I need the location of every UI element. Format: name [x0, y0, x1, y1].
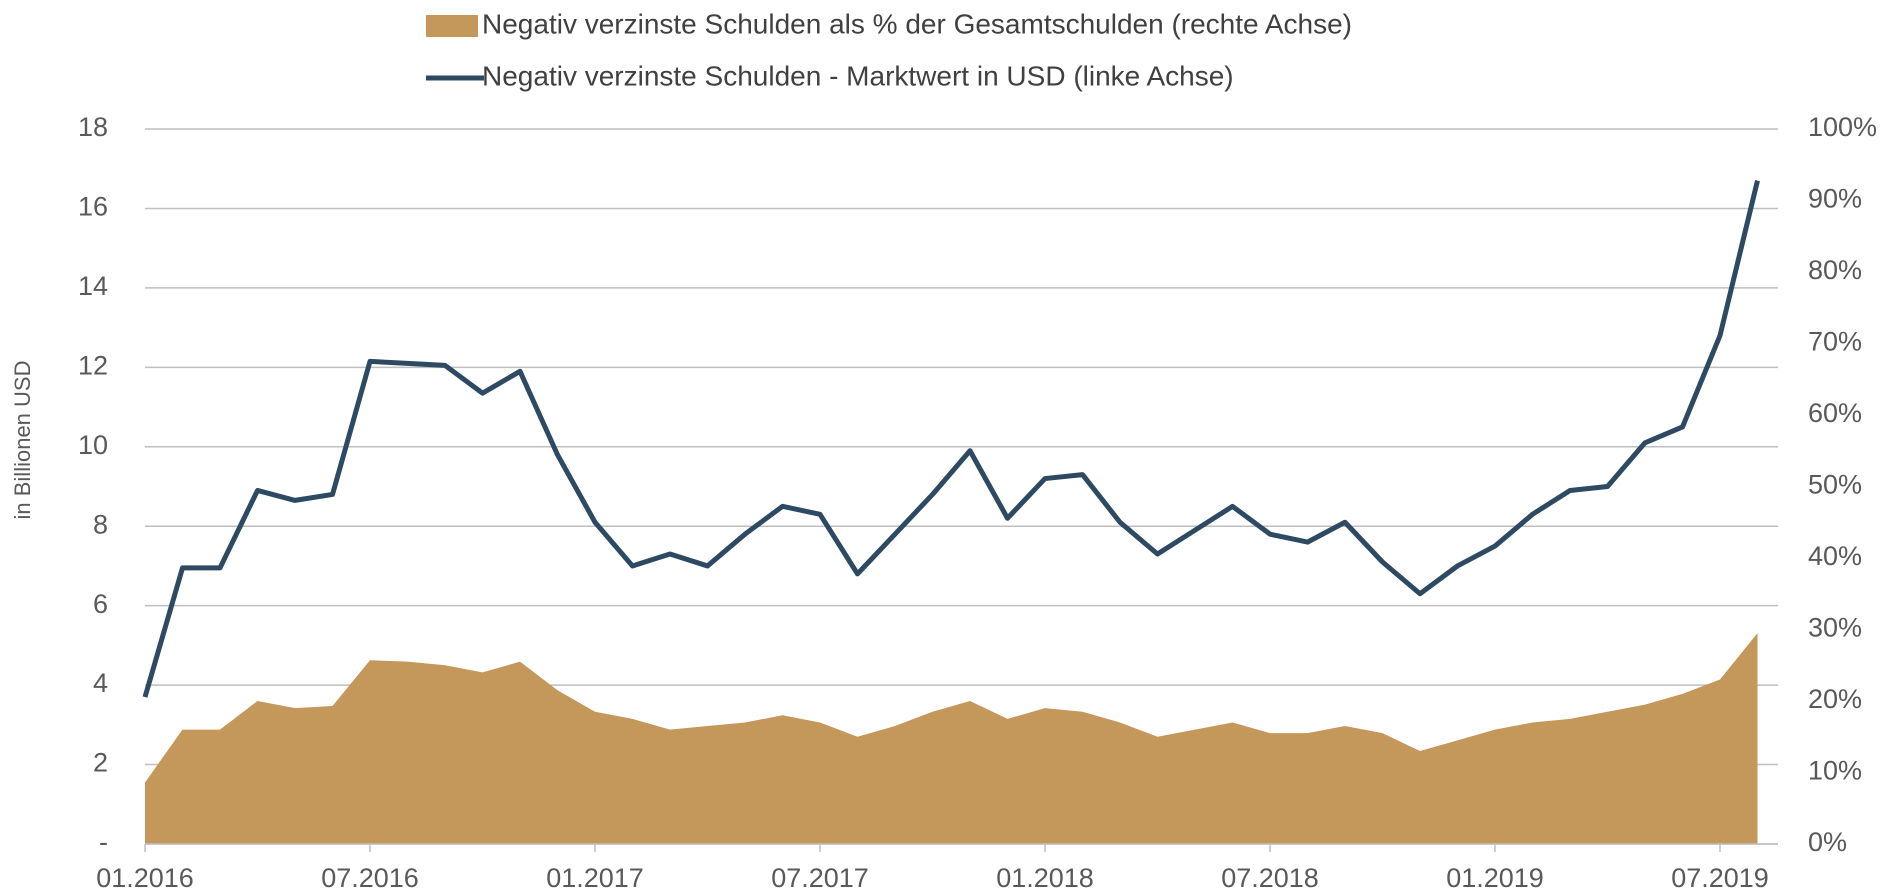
y-tick-label: 12: [78, 350, 108, 380]
y2-tick-label: 60%: [1808, 398, 1862, 428]
x-tick-label: 07.2018: [1221, 863, 1319, 893]
y2-tick-label: 30%: [1808, 613, 1862, 643]
legend-swatch: [426, 15, 478, 37]
y-tick-label: 10: [78, 430, 108, 460]
y-tick-label: 14: [78, 271, 108, 301]
y-tick-label: 4: [93, 668, 108, 698]
area: [145, 633, 1758, 844]
line: [142, 180, 1760, 698]
y2-tick-label: 0%: [1808, 827, 1847, 857]
y2-tick-label: 20%: [1808, 684, 1862, 714]
x-tick-label: 07.2017: [771, 863, 869, 893]
y2-tick-label: 90%: [1808, 184, 1862, 214]
y2-tick-label: 100%: [1808, 112, 1877, 142]
y-tick-label: 16: [78, 192, 108, 222]
y-tick-label: 18: [78, 112, 108, 142]
y2-tick-label: 10%: [1808, 756, 1862, 786]
x-tick-label: 07.2016: [321, 863, 419, 893]
x-tick-label: 01.2019: [1446, 863, 1544, 893]
y-tick-label: 6: [93, 589, 108, 619]
x-tick-label: 01.2016: [96, 863, 194, 893]
x-tick-label: 01.2017: [546, 863, 644, 893]
y2-tick-label: 80%: [1808, 255, 1862, 285]
y2-tick-label: 40%: [1808, 541, 1862, 571]
y-tick-label: -: [99, 827, 108, 857]
x-tick-label: 07.2019: [1671, 863, 1769, 893]
y2-tick-label: 50%: [1808, 470, 1862, 500]
x-tick-label: 01.2018: [996, 863, 1094, 893]
legend-label: Negativ verzinste Schulden - Marktwert i…: [482, 60, 1234, 91]
y-axis-title: in Billionen USD: [10, 361, 35, 520]
legend-label: Negativ verzinste Schulden als % der Ges…: [482, 8, 1352, 39]
y-tick-label: 2: [93, 748, 108, 778]
y-tick-label: 8: [93, 509, 108, 539]
y2-tick-label: 70%: [1808, 327, 1862, 357]
